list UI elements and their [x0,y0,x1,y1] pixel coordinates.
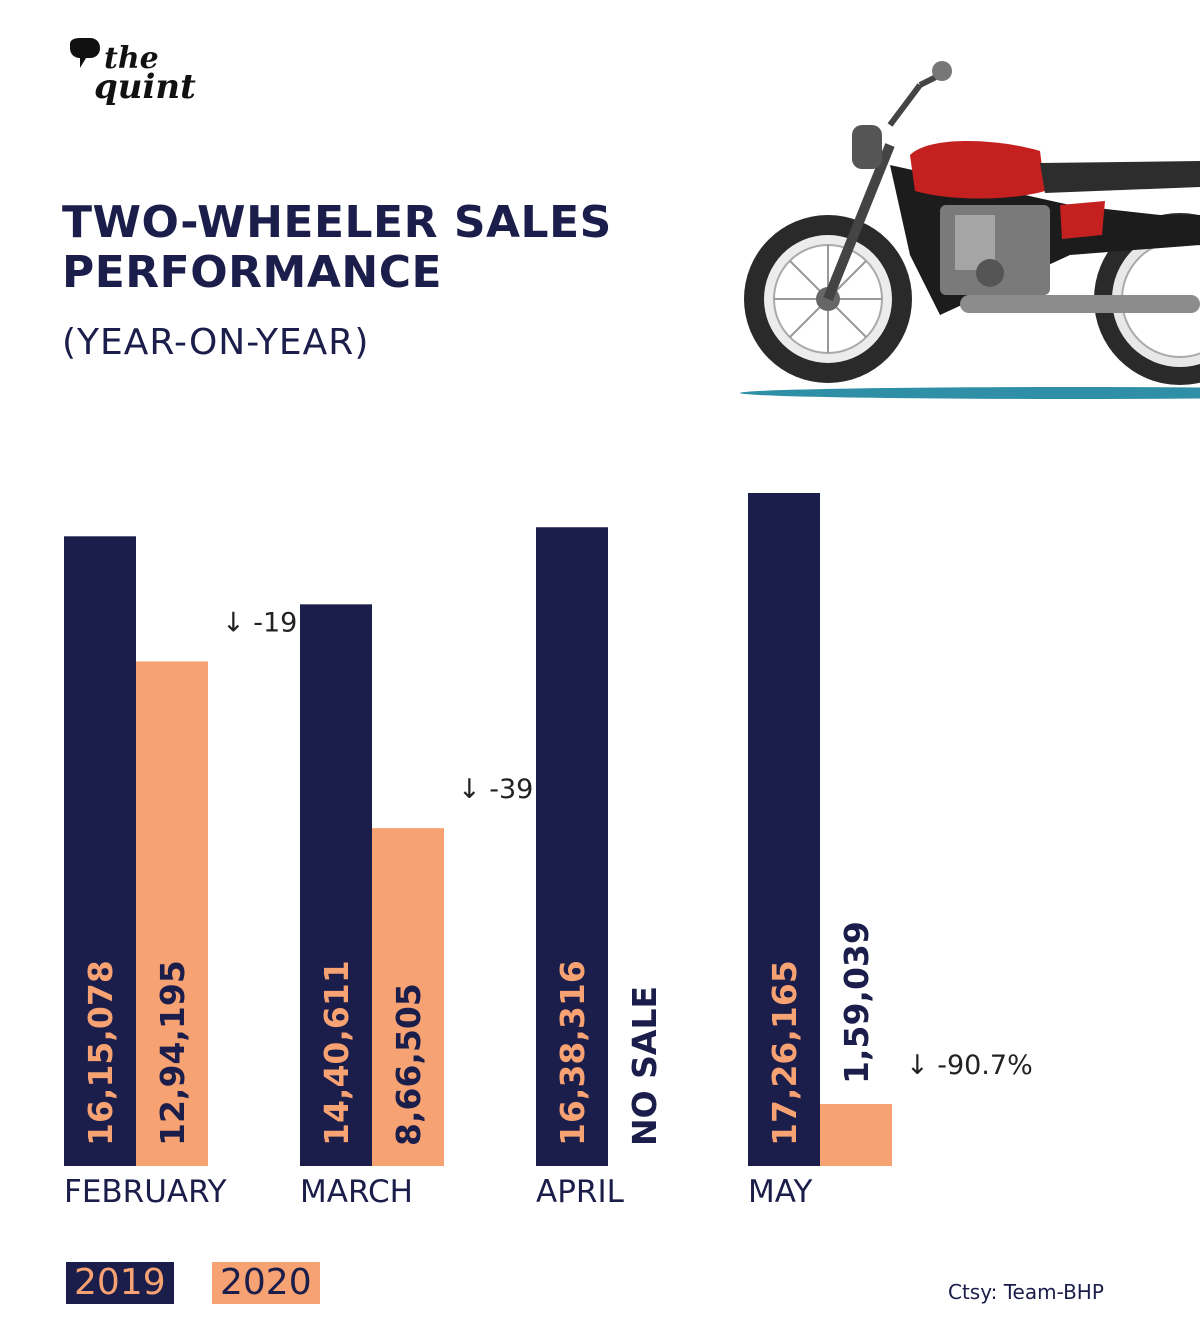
speech-bubble-icon [70,38,100,68]
category-label-march: MARCH [300,1174,413,1210]
source-credit: Ctsy: Team-BHP [948,1280,1104,1304]
legend-2019: 2019 [66,1262,174,1304]
title-line-2: PERFORMANCE [62,247,443,298]
bar-2020-march [372,828,444,1166]
value-label-2020-february: 12,94,195 [153,960,192,1146]
chart-subtitle: (YEAR-ON-YEAR) [62,322,370,363]
value-label-2020-april: NO SALE [625,986,664,1146]
category-label-may: MAY [748,1174,813,1210]
value-label-2020-may: 1,59,039 [837,921,876,1084]
brand-text-the: the [104,41,159,76]
change-label-may: ↓ -90.7% [906,1050,1033,1081]
bar-2020-february [136,661,208,1166]
brand-logo: the quint [66,38,206,118]
value-label-2019-april: 16,38,316 [553,960,592,1146]
category-label-february: FEBRUARY [64,1174,227,1210]
value-label-2020-march: 8,66,505 [389,983,428,1146]
chart-title: TWO-WHEELER SALES PERFORMANCE [62,198,612,298]
bar-2020-may [820,1103,892,1166]
bar-2019-march [300,604,372,1166]
value-label-2019-may: 17,26,165 [765,960,804,1146]
brand-text-quint: quint [94,67,196,107]
bar-2019-april [536,527,608,1166]
value-label-2019-march: 14,40,611 [317,960,356,1146]
bar-2019-may [748,493,820,1166]
category-label-april: APRIL [536,1174,625,1210]
bar-2019-february [64,536,136,1166]
value-label-2019-february: 16,15,078 [81,960,120,1146]
motorcycle-illustration [740,61,1200,399]
legend-2020: 2020 [212,1262,320,1304]
title-line-1: TWO-WHEELER SALES [62,197,612,248]
